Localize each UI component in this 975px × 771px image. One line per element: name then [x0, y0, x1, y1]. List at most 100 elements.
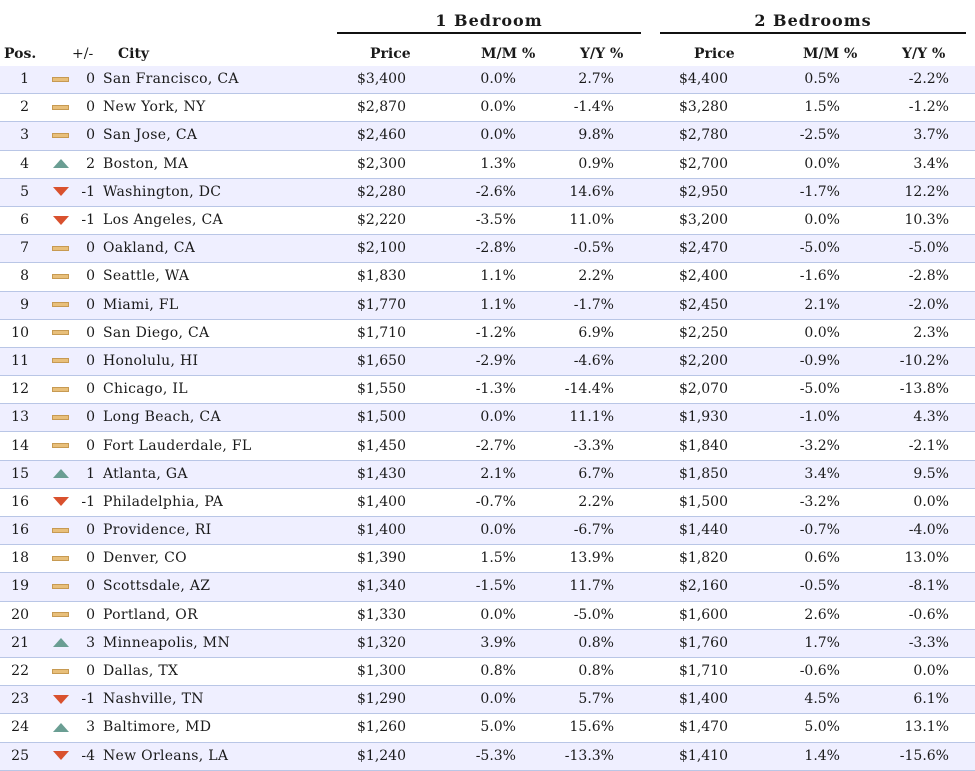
table-row: 5 -1 Washington, DC $2,280 -2.6% 14.6% $2,950-… [0, 178, 975, 207]
yy-2br-cell: -2.1% [866, 431, 975, 461]
change-cell: 3 [75, 713, 95, 743]
price-2br-cell: $1,930 [640, 403, 754, 433]
yy-2br-cell: 0.0% [866, 488, 975, 518]
price-1br-cell: $1,300 [305, 657, 432, 687]
change-cell: 0 [75, 347, 95, 377]
dash-icon [52, 76, 69, 82]
position-cell: 5 [0, 178, 29, 207]
position-cell: 24 [0, 713, 29, 743]
city-cell: Dallas, TX [95, 657, 305, 687]
yy-1br-cell: 0.9% [542, 150, 640, 179]
mm-1br-cell: -3.5% [432, 206, 542, 236]
city-cell: San Diego, CA [95, 319, 305, 348]
table-row: 6 -1 Los Angeles, CA $2,220 -3.5% 11.0% $3,200… [0, 206, 975, 236]
mm-1br-cell: 0.0% [432, 516, 542, 546]
price-1br-cell: $2,100 [305, 234, 432, 264]
yy-2br-cell: 6.1% [866, 685, 975, 715]
trend-icon-cell [29, 516, 75, 546]
yy-2br-cell: -13.8% [866, 375, 975, 405]
column-header-yy-1br: Y/Y % [580, 46, 624, 62]
table-row: 11 0 Honolulu, HI $1,650 -2.9% -4.6% $2,200 -0.… [0, 347, 975, 377]
price-2br-cell: $3,200 [640, 206, 754, 236]
price-1br-cell: $1,500 [305, 403, 432, 433]
yy-2br-cell: 12.2% [866, 178, 975, 207]
price-2br-cell: $1,840 [640, 431, 754, 461]
trend-icon-cell [29, 319, 75, 348]
change-cell: -1 [75, 206, 95, 236]
column-header-price-1br: Price [370, 46, 411, 62]
yy-2br-cell: -10.2% [866, 347, 975, 377]
dash-icon [52, 302, 69, 308]
triangle-up-icon [53, 638, 69, 648]
table-row: 18 0 Denver, CO $1,390 1.5% 13.9% $1,820 0.6% 13… [0, 544, 975, 574]
position-cell: 16 [0, 488, 29, 518]
mm-2br-cell: -1.6% [754, 262, 866, 292]
dash-icon [52, 386, 69, 392]
price-2br-cell: $1,400 [640, 685, 754, 715]
yy-1br-cell: 6.7% [542, 460, 640, 489]
position-cell: 18 [0, 544, 29, 574]
trend-icon-cell [29, 206, 75, 236]
change-cell: 0 [75, 403, 95, 433]
price-1br-cell: $2,870 [305, 93, 432, 123]
trend-icon-cell [29, 403, 75, 433]
column-header-yy-2br: Y/Y % [902, 46, 946, 62]
position-cell: 16 [0, 516, 29, 546]
price-2br-cell: $1,850 [640, 460, 754, 489]
mm-2br-cell: -0.7% [754, 516, 866, 546]
dash-icon [52, 330, 69, 336]
dash-icon [52, 245, 69, 251]
dash-icon [52, 104, 69, 110]
yy-1br-cell: -4.6% [542, 347, 640, 377]
mm-1br-cell: 0.0% [432, 121, 542, 151]
yy-1br-cell: 11.0% [542, 206, 640, 236]
dash-icon [52, 443, 69, 449]
price-1br-cell: $2,460 [305, 121, 432, 151]
mm-1br-cell: 1.3% [432, 150, 542, 179]
trend-icon-cell [29, 488, 75, 518]
price-2br-cell: $1,760 [640, 629, 754, 658]
price-2br-cell: $2,700 [640, 150, 754, 179]
trend-icon-cell [29, 291, 75, 320]
price-1br-cell: $1,430 [305, 460, 432, 489]
triangle-down-icon [53, 187, 69, 197]
dash-icon [52, 527, 69, 533]
table-row: 19 0 Scottsdale, AZ $1,340 -1.5% 11.7% $2,160-… [0, 572, 975, 602]
price-2br-cell: $1,470 [640, 713, 754, 743]
price-1br-cell: $1,320 [305, 629, 432, 658]
trend-icon-cell [29, 629, 75, 658]
mm-2br-cell: 0.6% [754, 544, 866, 574]
yy-2br-cell: 0.0% [866, 657, 975, 687]
change-cell: 0 [75, 516, 95, 546]
position-cell: 23 [0, 685, 29, 715]
yy-2br-cell: -4.0% [866, 516, 975, 546]
triangle-down-icon [53, 751, 69, 761]
yy-1br-cell: -5.0% [542, 601, 640, 630]
trend-icon-cell [29, 713, 75, 743]
table-row: 24 3 Baltimore, MD $1,260 5.0% 15.6% $1,470 5.0… [0, 713, 975, 743]
mm-2br-cell: -3.2% [754, 431, 866, 461]
mm-2br-cell: -1.7% [754, 178, 866, 207]
position-cell: 12 [0, 375, 29, 405]
mm-2br-cell: 2.1% [754, 291, 866, 320]
city-cell: Baltimore, MD [95, 713, 305, 743]
triangle-up-icon [53, 469, 69, 479]
position-cell: 21 [0, 629, 29, 658]
position-cell: 19 [0, 572, 29, 602]
trend-icon-cell [29, 234, 75, 264]
group-header-one-bedroom: 1 Bedroom [337, 10, 641, 34]
change-cell: 0 [75, 572, 95, 602]
change-cell: 0 [75, 234, 95, 264]
price-1br-cell: $1,340 [305, 572, 432, 602]
mm-2br-cell: 5.0% [754, 713, 866, 743]
city-cell: Honolulu, HI [95, 347, 305, 377]
mm-2br-cell: 2.6% [754, 601, 866, 630]
price-2br-cell: $1,600 [640, 601, 754, 630]
change-cell: 0 [75, 66, 95, 95]
change-cell: 0 [75, 93, 95, 123]
table-row: 9 0 Miami, FL $1,770 1.1% -1.7% $2,450 2.1% -2.0… [0, 291, 975, 320]
position-cell: 10 [0, 319, 29, 348]
trend-icon-cell [29, 262, 75, 292]
table-row: 20 0 Portland, OR $1,330 0.0% -5.0% $1,600 2.6%… [0, 601, 975, 630]
dash-icon [52, 583, 69, 589]
